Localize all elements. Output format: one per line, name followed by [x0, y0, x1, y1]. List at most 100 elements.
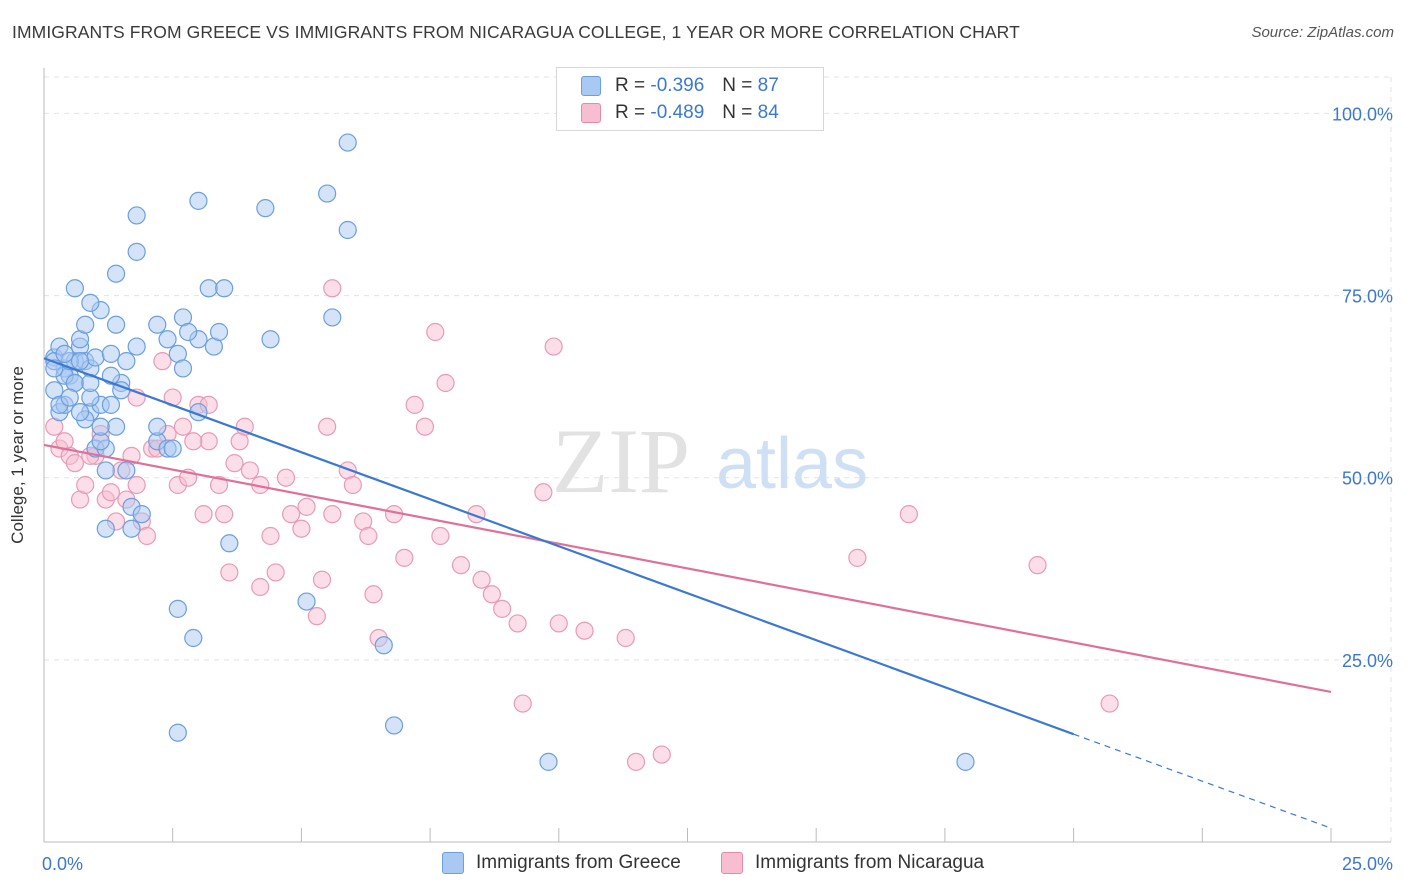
greece-point	[220, 534, 239, 553]
nicaragua-point	[225, 454, 244, 473]
nicaragua-point	[318, 417, 337, 436]
legend-n-label: N =	[722, 102, 753, 123]
nicaragua-point	[451, 556, 471, 575]
nicaragua-point	[1100, 694, 1119, 713]
greece-point	[173, 359, 193, 378]
nicaragua-point	[652, 745, 671, 764]
nicaragua-point	[415, 417, 435, 436]
trend-lines	[43, 357, 1332, 829]
source-label: Source: ZipAtlas.com	[1251, 24, 1394, 41]
y-tick-label: 75.0%	[1342, 287, 1393, 307]
greece-point	[184, 628, 203, 648]
nicaragua-point	[323, 279, 342, 298]
legend-r-label: R =	[615, 75, 646, 96]
greece-point	[158, 330, 177, 349]
y-axis-label: College, 1 year or more	[8, 366, 27, 544]
greece-point	[148, 417, 167, 436]
greece-point	[81, 293, 100, 312]
legend-row-greece: R = -0.396 N = 87	[581, 73, 779, 99]
nicaragua-point	[240, 461, 260, 480]
nicaragua-point	[343, 475, 362, 495]
greece-point	[199, 279, 218, 298]
greece-point	[374, 636, 393, 655]
nicaragua-point	[616, 628, 635, 648]
greece-points	[45, 133, 975, 771]
nicaragua-point	[76, 475, 95, 495]
greece-point	[65, 279, 84, 298]
nicaragua-point	[215, 505, 234, 524]
greece-point	[70, 352, 90, 371]
greece-point	[86, 348, 105, 367]
greece-point	[189, 191, 208, 210]
stats-legend: R = -0.396 N = 87 R = -0.489 N = 84	[556, 67, 824, 131]
nicaragua-point	[65, 454, 84, 473]
nicaragua-point	[549, 614, 568, 633]
greece-point	[127, 242, 146, 261]
chart-title: IMMIGRANTS FROM GREECE VS IMMIGRANTS FRO…	[12, 22, 1020, 42]
nicaragua-point	[431, 526, 450, 546]
x-tick-label: 25.0%	[1342, 854, 1393, 874]
nicaragua-point	[493, 599, 512, 618]
nicaragua-point	[626, 752, 646, 771]
greece-point	[163, 439, 182, 458]
axes	[43, 68, 1391, 843]
nicaragua-point	[307, 607, 326, 626]
bottom-legend-swatch-greece	[442, 852, 464, 874]
greece-point	[261, 330, 280, 349]
greece-point	[168, 599, 187, 618]
y-tick-labels: 25.0% 50.0% 75.0% 100.0%	[1332, 104, 1393, 670]
nicaragua-point	[426, 322, 445, 342]
legend-n-value: 87	[757, 75, 779, 96]
greece-point	[106, 315, 126, 334]
nicaragua-point	[848, 548, 867, 567]
greece-point	[338, 220, 357, 240]
nicaragua-point	[266, 563, 285, 582]
greece-point	[122, 519, 141, 538]
greece-point	[55, 344, 74, 363]
greece-point	[297, 592, 316, 611]
bottom-legend-swatch-nicaragua	[721, 852, 743, 874]
bottom-legend-label-nicaragua: Immigrants from Nicaragua	[755, 852, 985, 873]
nicaragua-point	[364, 585, 383, 604]
nicaragua-point	[209, 475, 229, 495]
nicaragua-points	[45, 279, 1119, 771]
watermark-atlas: atlas	[716, 424, 868, 504]
greece-point	[215, 279, 234, 298]
nicaragua-point	[153, 352, 172, 371]
greece-point	[956, 752, 975, 771]
nicaragua-point	[899, 505, 918, 524]
nicaragua-point	[508, 614, 527, 633]
greece-point	[127, 206, 146, 225]
nicaragua-point	[534, 483, 553, 502]
nicaragua-point	[184, 432, 203, 451]
nicaragua-point	[436, 373, 455, 393]
legend-r-label: R =	[615, 102, 646, 123]
greece-point	[101, 344, 121, 363]
greece-point	[96, 519, 115, 538]
x-tick-labels: 0.0% 25.0%	[42, 854, 1393, 874]
legend-n-label: N =	[722, 75, 753, 96]
nicaragua-point	[297, 497, 316, 516]
legend-swatch-greece	[581, 76, 601, 96]
greece-point	[106, 417, 126, 436]
nicaragua-point	[575, 621, 594, 640]
nicaragua-point	[405, 395, 424, 414]
greece-point	[96, 461, 115, 480]
legend-swatch-nicaragua	[581, 103, 601, 123]
greece-point	[101, 395, 121, 414]
nicaragua-point	[137, 526, 157, 546]
greece-point	[70, 403, 90, 422]
greece-point	[91, 417, 110, 436]
y-tick-label: 50.0%	[1342, 469, 1393, 489]
nicaragua-point	[127, 475, 146, 495]
nicaragua-point	[395, 548, 414, 567]
nicaragua-point	[282, 505, 301, 524]
greece-point	[132, 505, 151, 524]
nicaragua-point	[276, 468, 296, 487]
x-tick-label: 0.0%	[42, 854, 83, 874]
nicaragua-point	[292, 519, 311, 538]
nicaragua-point	[323, 505, 342, 524]
greece-point	[318, 184, 337, 203]
greece-point	[338, 133, 357, 152]
greece-point	[76, 315, 95, 334]
